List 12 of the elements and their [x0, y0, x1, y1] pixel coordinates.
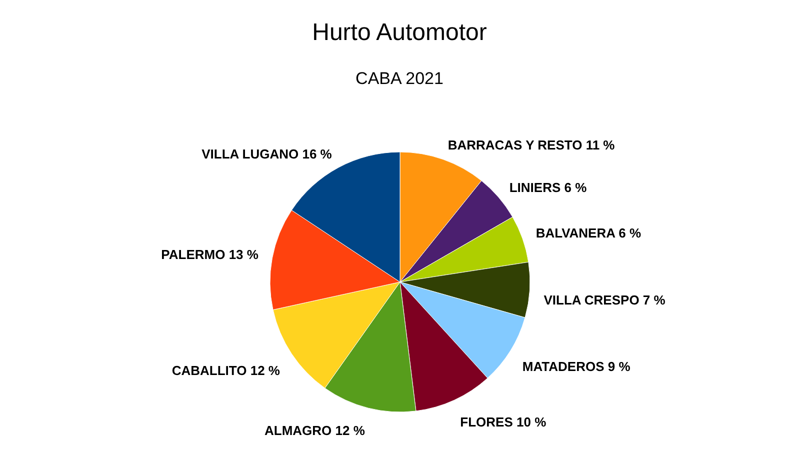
chart-subtitle: CABA 2021 — [356, 69, 444, 88]
slice-label: PALERMO 13 % — [161, 246, 259, 262]
slice-label: VILLA LUGANO 16 % — [202, 146, 332, 162]
slice-label: ALMAGRO 12 % — [264, 423, 366, 438]
slice-label: FLORES 10 % — [460, 414, 547, 430]
slice-label: MATADEROS 9 % — [522, 359, 631, 374]
slice-label: CABALLITO 12 % — [172, 362, 280, 378]
slice-label: BARRACAS Y RESTO 11 % — [448, 138, 616, 153]
chart-title: Hurto Automotor — [312, 19, 487, 46]
slice-label: BALVANERA 6 % — [536, 226, 642, 241]
slice-label: LINIERS 6 % — [509, 180, 588, 195]
slice-label: VILLA CRESPO 7 % — [544, 292, 666, 308]
